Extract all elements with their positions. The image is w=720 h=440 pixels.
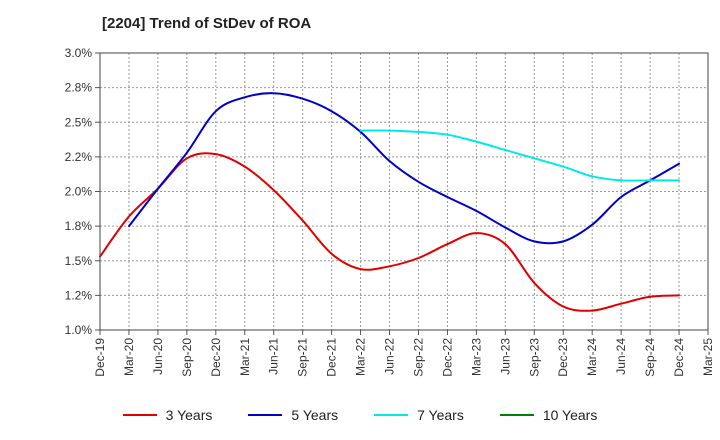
series-line-5-years xyxy=(128,92,680,245)
y-tick-label: 3.0% xyxy=(65,46,93,60)
legend-label: 3 Years xyxy=(165,407,213,423)
x-tick-label: Mar-20 xyxy=(122,338,136,376)
x-tick-label: Mar-22 xyxy=(354,338,368,376)
x-tick-label: Jun-22 xyxy=(383,338,397,375)
chart-legend: 3 Years 5 Years 7 Years 10 Years xyxy=(0,404,720,426)
x-tick-label: Sep-23 xyxy=(527,338,541,377)
x-tick-label: Sep-20 xyxy=(180,338,194,377)
y-tick-label: 1.0% xyxy=(65,323,93,337)
series-line-7-years xyxy=(359,129,680,182)
x-tick-label: Mar-23 xyxy=(469,338,483,376)
legend-swatch xyxy=(499,414,534,416)
y-tick-label: 2.5% xyxy=(65,115,93,129)
plot-frame xyxy=(99,52,709,331)
legend-swatch xyxy=(248,414,283,416)
x-tick-label: Dec-21 xyxy=(325,338,339,377)
y-tick-label: 1.8% xyxy=(65,219,93,233)
legend-label: 5 Years xyxy=(291,407,339,423)
x-tick-label: Mar-24 xyxy=(585,338,599,376)
y-tick-label: 2.2% xyxy=(65,150,93,164)
x-tick-label: Sep-21 xyxy=(296,338,310,377)
legend-swatch xyxy=(374,414,409,416)
x-tick-label: Dec-19 xyxy=(93,338,107,377)
legend-swatch xyxy=(122,414,157,416)
legend-item-3-years: 3 Years xyxy=(122,407,213,423)
x-tick-label: Jun-23 xyxy=(498,338,512,375)
legend-label: 10 Years xyxy=(542,407,598,423)
x-tick-label: Dec-23 xyxy=(556,338,570,377)
x-tick-label: Sep-24 xyxy=(643,338,657,377)
y-tick-label: 1.2% xyxy=(65,288,93,302)
x-tick-label: Jun-21 xyxy=(267,338,281,375)
x-tick-label: Mar-25 xyxy=(701,338,715,376)
chart-title: [2204] Trend of StDev of ROA xyxy=(102,15,312,32)
legend-item-5-years: 5 Years xyxy=(248,407,338,423)
y-tick-label: 2.8% xyxy=(65,81,93,95)
x-tick-label: Dec-22 xyxy=(440,338,454,377)
x-tick-label: Dec-20 xyxy=(209,338,223,377)
y-tick-label: 1.5% xyxy=(65,254,93,268)
x-tick-label: Dec-24 xyxy=(672,338,686,377)
x-tick-label: Sep-22 xyxy=(411,338,425,377)
legend-item-7-years: 7 Years xyxy=(374,407,464,423)
legend-label: 7 Years xyxy=(417,407,464,423)
x-tick-label: Jun-24 xyxy=(614,338,628,375)
x-tick-label: Jun-20 xyxy=(151,338,165,375)
x-tick-label: Mar-21 xyxy=(238,338,252,376)
y-tick-label: 2.0% xyxy=(65,185,93,199)
series-line-3-years xyxy=(99,152,680,312)
legend-item-10-years: 10 Years xyxy=(499,407,598,423)
